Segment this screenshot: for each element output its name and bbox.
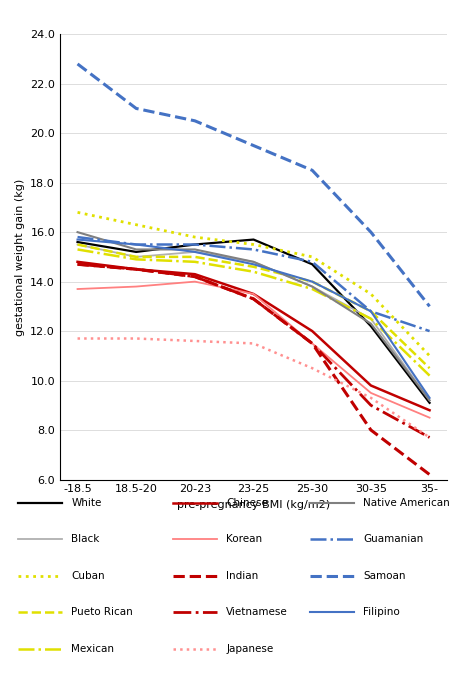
Text: Japanese: Japanese: [226, 644, 273, 653]
Y-axis label: gestational weight gain (kg): gestational weight gain (kg): [15, 178, 24, 336]
Text: Pueto Rican: Pueto Rican: [71, 607, 133, 617]
Text: Samoan: Samoan: [363, 571, 406, 581]
Text: Chinese: Chinese: [226, 498, 268, 508]
X-axis label: pre-pregnancy BMI (kg/m2): pre-pregnancy BMI (kg/m2): [177, 500, 330, 510]
Text: Native American: Native American: [363, 498, 450, 508]
Text: Mexican: Mexican: [71, 644, 114, 653]
Text: Cuban: Cuban: [71, 571, 105, 581]
Text: Indian: Indian: [226, 571, 258, 581]
Text: Black: Black: [71, 534, 100, 544]
Text: Filipino: Filipino: [363, 607, 400, 617]
Text: Korean: Korean: [226, 534, 262, 544]
Text: Vietnamese: Vietnamese: [226, 607, 288, 617]
Text: Guamanian: Guamanian: [363, 534, 424, 544]
Text: White: White: [71, 498, 101, 508]
